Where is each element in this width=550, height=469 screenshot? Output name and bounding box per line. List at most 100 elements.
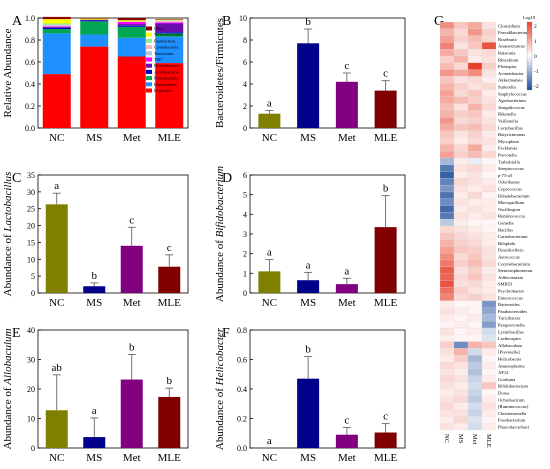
heatmap-cell [439,368,455,376]
significance-letter: a [92,405,97,417]
bar [335,284,358,293]
y-tick-label-a: 0.6 [25,58,35,67]
heatmap-cell [467,171,483,179]
x-tick-label-c: NC [49,297,64,309]
y-tick-label-c: 35 [27,171,35,180]
heatmap-cell [467,83,483,91]
legend-label: Deferribacteres [154,63,180,68]
heatmap-cell [481,307,497,315]
heatmap-cell [439,287,455,295]
y-tick-label-b: 10 [239,14,247,23]
heatmap-cell [481,42,497,50]
legend-label: Firmicutes [154,88,172,93]
stacked-bar-segment [80,46,109,128]
y-tick-label-b: 4 [243,80,247,89]
heatmap-cell [481,62,497,70]
x-tick-label-b: Met [338,132,356,144]
y-axis-label-d: Abundance of Bifidobacterium [214,166,226,302]
heatmap-cell [453,89,469,97]
heatmap-row-label: Gordonia [498,377,515,382]
plot-frame-c [37,174,189,294]
heatmap-cell [453,28,469,36]
heatmap-cell [481,239,497,247]
heatmap-cell [467,21,483,29]
heatmap-row-label: Facklamia [498,146,517,151]
colorbar-tick-label: 2 [534,24,537,30]
x-tick-label-d: Met [338,297,356,309]
y-tick-label-f: 0.6 [237,356,247,365]
heatmap-cell [481,293,497,301]
x-tick-label-b: NC [262,132,277,144]
heatmap-row-label: Ruminococcus [498,214,526,219]
heatmap-cell [453,287,469,295]
heatmap-cell [481,21,497,29]
x-tick-label-c: Met [123,297,141,309]
x-tick-label-b: MLE [374,132,398,144]
heatmap-cell [481,151,497,159]
heatmap-cell [481,314,497,322]
heatmap-cell [439,83,455,91]
heatmap-cell [467,382,483,390]
y-tick-label-d: 6 [243,171,247,180]
stacked-bar-segment [42,74,71,128]
heatmap-cell [481,49,497,57]
heatmap-cell [481,395,497,403]
y-tick-label-d: 4 [243,210,247,219]
y-tick-label-a: 0.0 [25,124,35,133]
y-tick-label-c: 20 [27,222,35,231]
heatmap-row-label: Stenotrophomonas [498,268,533,273]
heatmap-cell [439,382,455,390]
heatmap-cell [453,69,469,77]
heatmap-cell [467,314,483,322]
legend-swatch [146,38,152,43]
stacked-bar-segment [80,21,109,35]
heatmap-cell [481,191,497,199]
heatmap-cell [439,423,455,431]
stacked-bar-segment [155,32,184,34]
x-tick-label-d: MS [300,297,316,309]
legend-swatch [146,82,152,87]
stacked-bar-segment [155,20,184,22]
stacked-bar-segment [155,63,184,128]
heatmap-cell [453,21,469,29]
heatmap-cell [481,368,497,376]
plot-frame-a [37,17,189,129]
heatmap-row-label: Parabacteroides [498,309,527,314]
heatmap-cell [481,83,497,91]
heatmap-cell [481,423,497,431]
heatmap-cell [453,280,469,288]
heatmap-cell [439,416,455,424]
significance-letter: a [267,247,272,259]
y-tick-label-b: 6 [243,58,247,67]
heatmap-cell [467,205,483,213]
heatmap-cell [453,42,469,50]
heatmap-cell [467,334,483,342]
heatmap-cell [467,266,483,274]
heatmap-cell [453,273,469,281]
legend-swatch [146,63,152,68]
heatmap-cell [453,96,469,104]
heatmap-cell [453,110,469,118]
bar [83,437,106,448]
heatmap-cell [481,103,497,111]
stacked-bar-segment [117,21,146,25]
stacked-bar-segment [42,26,71,28]
heatmap-cell [439,89,455,97]
heatmap-cell [467,321,483,329]
heatmap-cell [467,416,483,424]
stacked-bar-segment [42,25,71,27]
heatmap-row-label: Prevotella [498,153,517,158]
heatmap-row-label: Psychrobacter [498,289,524,294]
legend-swatch [146,51,152,56]
stacked-bar-segment [117,26,146,38]
heatmap-cell [453,348,469,356]
y-tick-label-a: 0.2 [25,102,35,111]
heatmap-cell [453,402,469,410]
heatmap-cell [439,259,455,267]
heatmap-cell [481,96,497,104]
stacked-bar-segment [155,33,184,37]
heatmap-cell [453,409,469,417]
heatmap-cell [467,232,483,240]
heatmap-cell [481,28,497,36]
heatmap-cell [467,273,483,281]
